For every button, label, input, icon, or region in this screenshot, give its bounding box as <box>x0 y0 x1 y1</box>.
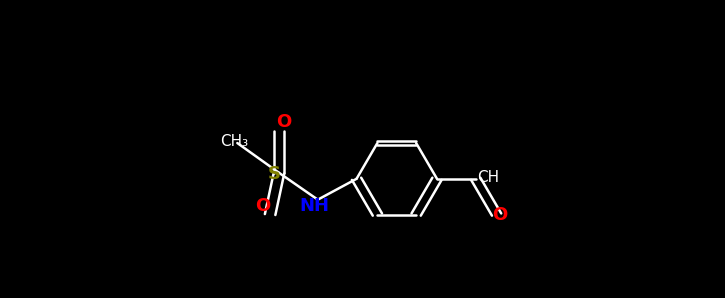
Text: O: O <box>276 113 291 131</box>
Text: S: S <box>268 165 281 183</box>
Text: O: O <box>492 206 507 224</box>
Text: CH: CH <box>477 170 500 185</box>
Text: NH: NH <box>300 197 330 215</box>
Text: CH₃: CH₃ <box>220 134 249 149</box>
Text: O: O <box>255 197 270 215</box>
